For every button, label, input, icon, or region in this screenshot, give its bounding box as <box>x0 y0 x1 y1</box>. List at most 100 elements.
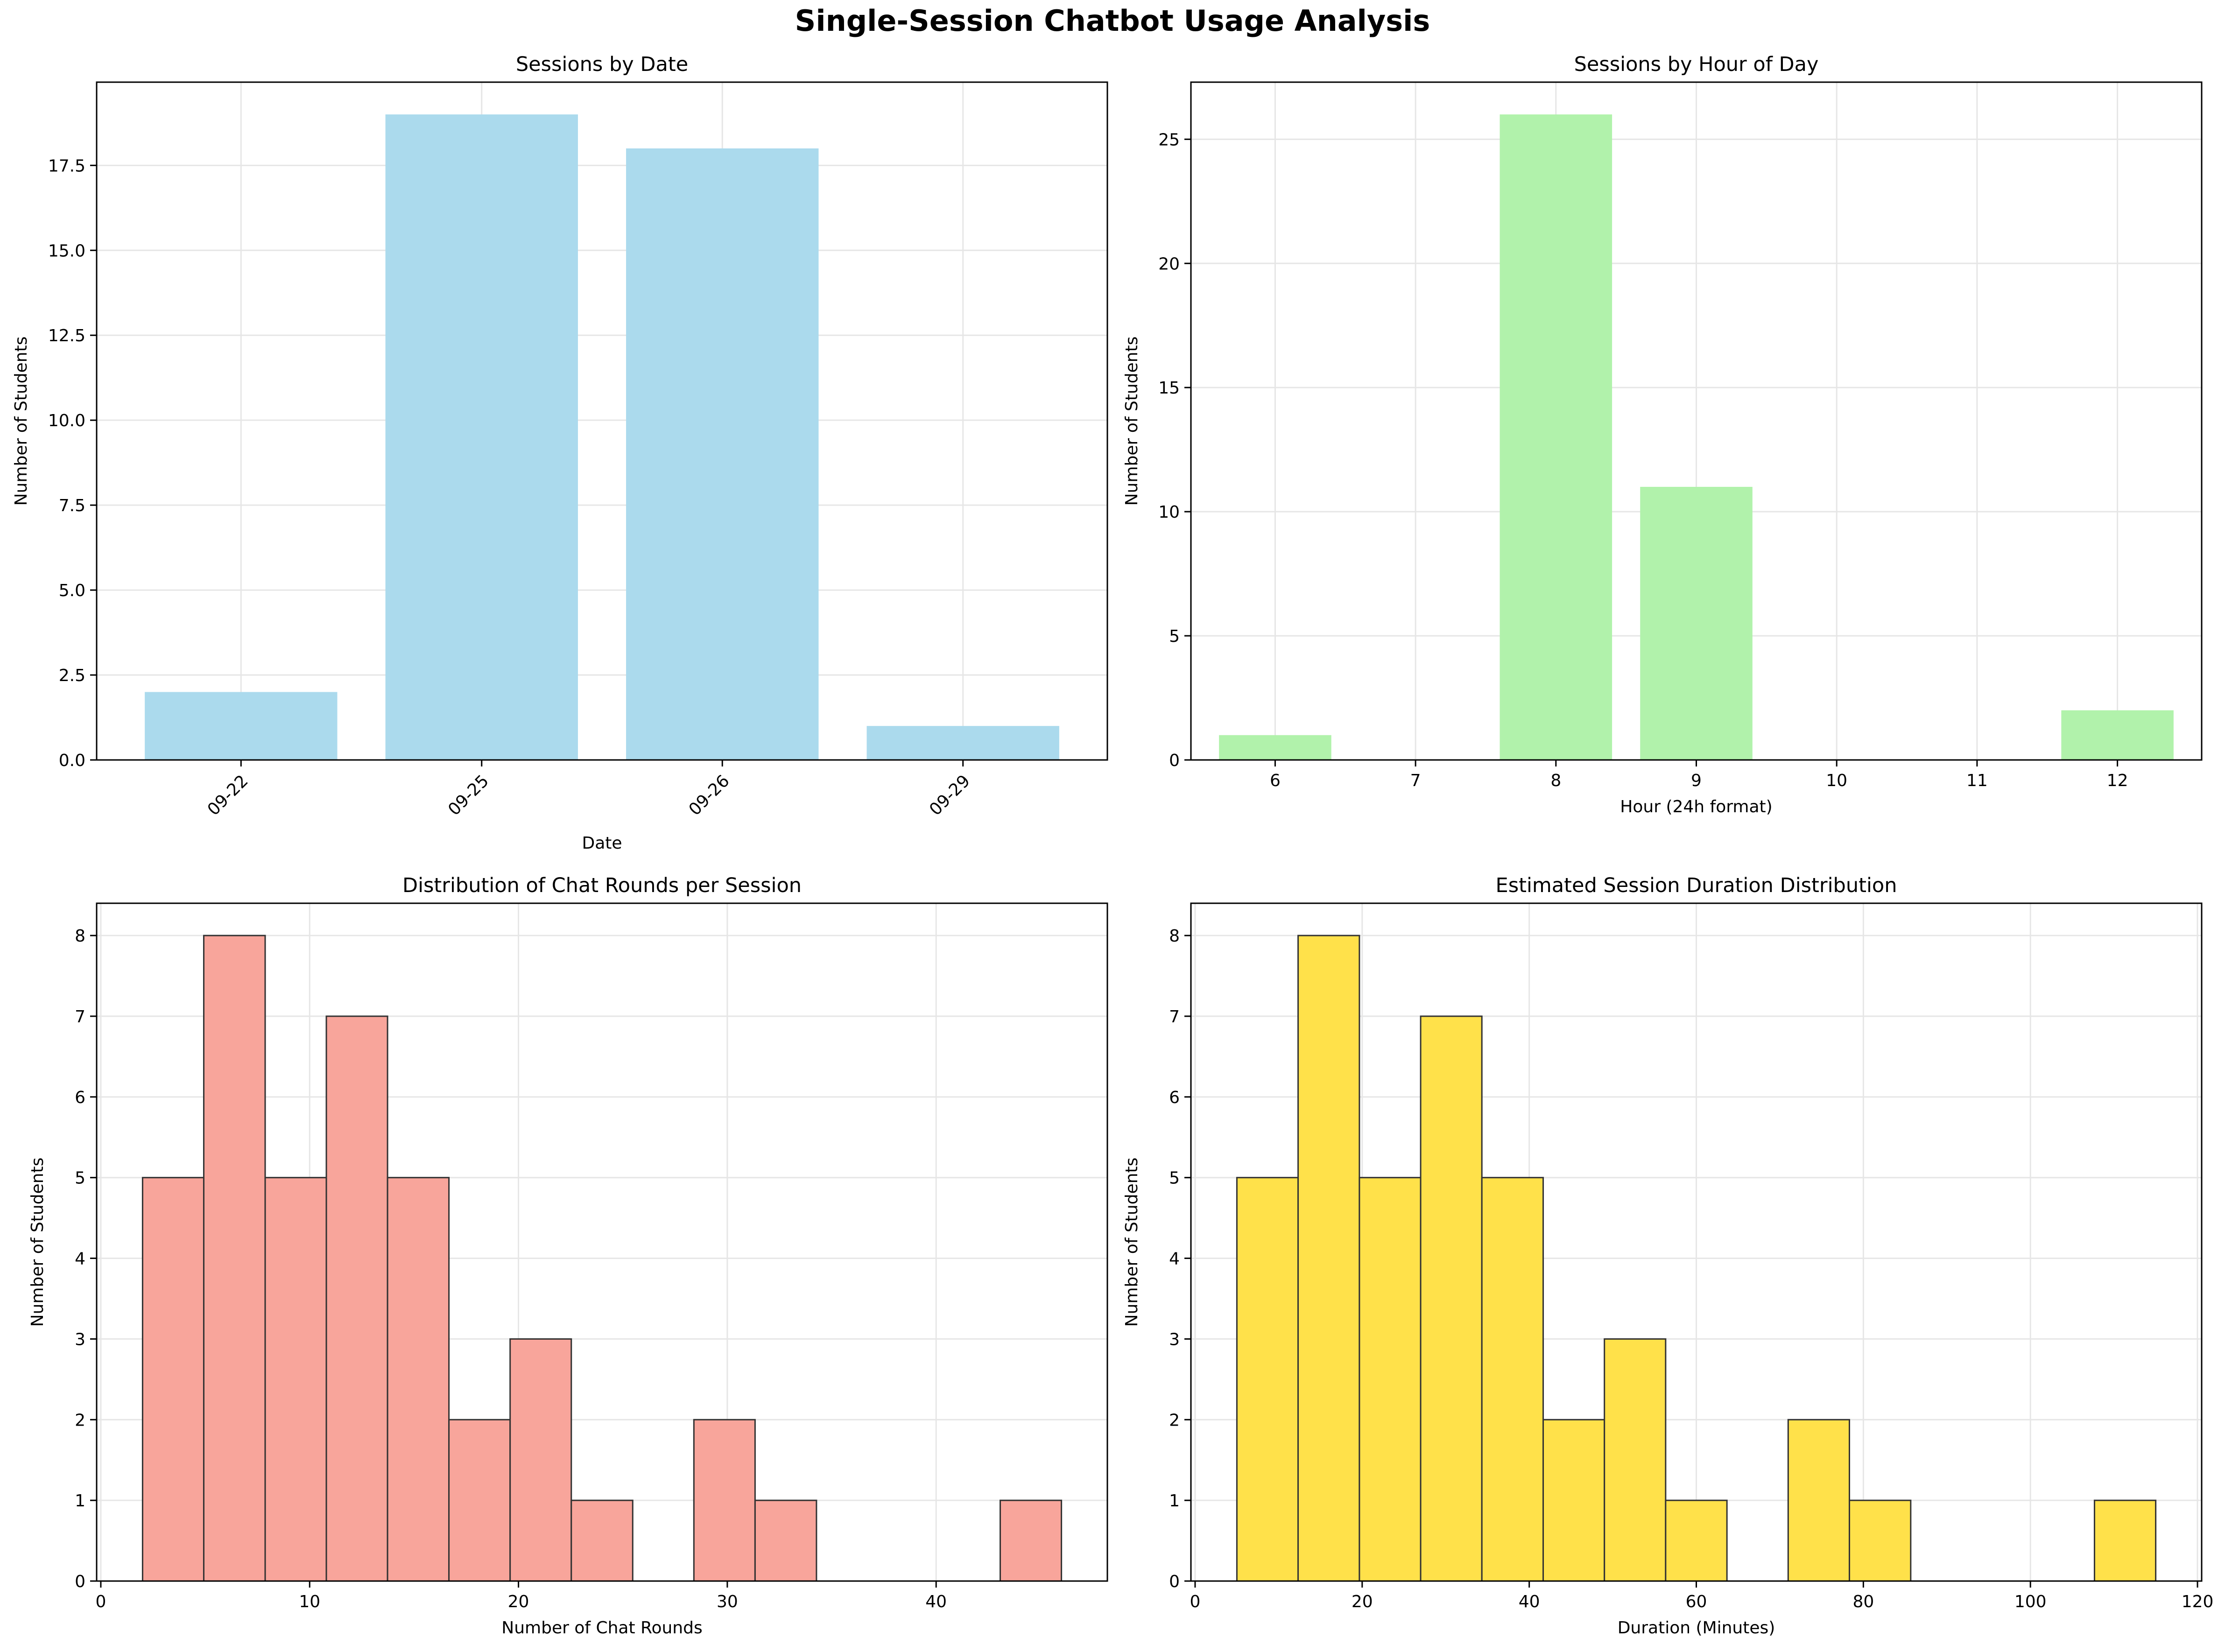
y-tick-label: 0 <box>1169 751 1180 770</box>
histogram-bin <box>1604 1338 1667 1582</box>
y-tick-label: 8 <box>75 927 85 946</box>
y-tick-label: 3 <box>75 1330 85 1349</box>
x-tick-label: 120 <box>2182 1592 2214 1611</box>
bar-09-25 <box>385 114 578 760</box>
y-tick-label: 3 <box>1169 1330 1180 1349</box>
y-tick-label: 4 <box>75 1250 85 1269</box>
y-tick-label: 2 <box>1169 1411 1180 1430</box>
histogram-bin <box>1481 1177 1544 1582</box>
y-tick-label: 4 <box>1169 1250 1180 1269</box>
y-tick-label: 0 <box>75 1572 85 1591</box>
y-tick-label: 5 <box>1169 627 1180 646</box>
y-tick-label: 10 <box>1158 503 1180 522</box>
x-tick-label: 10 <box>1826 771 1847 790</box>
y-tick-label: 7.5 <box>59 496 85 515</box>
y-tick-label: 5.0 <box>59 581 85 600</box>
histogram-bin <box>693 1419 756 1582</box>
y-tick-label: 7 <box>1169 1007 1180 1026</box>
y-tick-label: 2.5 <box>59 666 85 685</box>
histogram-bin <box>1236 1177 1299 1582</box>
y-tick-label: 7 <box>75 1007 85 1026</box>
x-tick-label: 11 <box>1966 771 1988 790</box>
histogram-bin <box>325 1015 388 1582</box>
x-tick-label: 10 <box>299 1592 320 1611</box>
histogram-bin <box>448 1419 511 1582</box>
histogram-bin <box>1000 1499 1063 1582</box>
x-axis: 6 7 8 9 10 11 12 <box>1270 760 2128 790</box>
chart-2: 0 5 10 15 20 25 6 7 8 9 10 11 12 Sessions by Hour of … <box>1122 53 2203 816</box>
bar-6 <box>1219 735 1331 760</box>
chart-3: 0 1 2 3 4 5 6 7 8 0 10 20 30 40 Distribution of Chat R… <box>28 874 1108 1638</box>
x-tick-label: 20 <box>508 1592 529 1611</box>
y-tick-label: 20 <box>1158 254 1180 274</box>
x-tick-label: 60 <box>1686 1592 1707 1611</box>
y-axis: 0 5 10 15 20 25 <box>1158 130 1191 770</box>
x-tick-label: 30 <box>717 1592 738 1611</box>
y-axis: 0 1 2 3 4 5 6 7 8 <box>1169 927 1191 1591</box>
histogram-bin <box>2093 1499 2157 1582</box>
x-tick-label: 6 <box>1270 771 1281 790</box>
bar-09-22 <box>145 692 338 760</box>
x-tick-label: 0 <box>1190 1592 1200 1611</box>
x-tick-label: 7 <box>1410 771 1421 790</box>
x-tick-label: 40 <box>1519 1592 1540 1611</box>
chart-title: Sessions by Date <box>516 53 688 76</box>
x-axis-label: Hour (24h format) <box>1620 797 1772 816</box>
x-tick-label: 0 <box>95 1592 106 1611</box>
histogram-bin <box>1665 1499 1728 1582</box>
x-axis: 09-22 09-25 09-26 09-29 <box>204 760 974 819</box>
y-tick-label: 6 <box>75 1088 85 1107</box>
x-axis: 0 10 20 30 40 <box>95 1581 947 1611</box>
histogram-bin <box>1297 935 1360 1582</box>
y-axis: 0.0 2.5 5.0 7.5 10.0 12.5 15.0 17.5 <box>48 156 97 770</box>
x-axis-label: Date <box>582 834 622 853</box>
histogram-bin <box>1848 1499 1912 1582</box>
histogram-bin <box>509 1338 572 1582</box>
x-axis-label: Number of Chat Rounds <box>501 1618 702 1638</box>
bars <box>1236 935 2157 1582</box>
x-tick-label: 12 <box>2107 771 2128 790</box>
bar-9 <box>1640 486 1753 760</box>
histogram-bin <box>754 1499 817 1582</box>
y-tick-label: 1 <box>1169 1491 1180 1511</box>
y-tick-label: 10.0 <box>48 411 85 430</box>
histogram-bin <box>1359 1177 1422 1582</box>
histogram-bin <box>1420 1015 1483 1582</box>
x-tick-label: 09-22 <box>204 771 252 819</box>
y-axis-label: Number of Students <box>1122 337 1141 506</box>
histogram-bin <box>387 1177 450 1582</box>
y-tick-label: 5 <box>75 1169 85 1188</box>
x-tick-label: 09-29 <box>926 771 974 819</box>
y-axis-label: Number of Students <box>28 1158 47 1327</box>
chart-title: Sessions by Hour of Day <box>1574 53 1819 76</box>
figure-title: Single-Session Chatbot Usage Analysis <box>795 4 1430 38</box>
y-tick-label: 25 <box>1158 130 1180 149</box>
y-tick-label: 2 <box>75 1411 85 1430</box>
x-tick-label: 80 <box>1852 1592 1874 1611</box>
y-axis-label: Number of Students <box>1122 1158 1141 1327</box>
histogram-bin <box>203 935 266 1582</box>
bar-12 <box>2061 710 2174 760</box>
y-tick-label: 5 <box>1169 1169 1180 1188</box>
y-tick-label: 0.0 <box>59 751 85 770</box>
x-tick-label: 09-25 <box>444 771 493 819</box>
y-tick-label: 1 <box>75 1491 85 1511</box>
x-tick-label: 9 <box>1691 771 1702 790</box>
x-axis: 0 20 40 60 80 100 120 <box>1190 1581 2213 1611</box>
x-tick-label: 20 <box>1352 1592 1373 1611</box>
chart-title: Estimated Session Duration Distribution <box>1496 874 1897 897</box>
histogram-bin <box>264 1177 327 1582</box>
y-tick-label: 17.5 <box>48 156 85 176</box>
bar-8 <box>1500 114 1612 760</box>
histogram-bin <box>1542 1419 1605 1582</box>
axes-frame <box>96 81 1108 761</box>
y-tick-label: 12.5 <box>48 326 85 345</box>
x-axis-label: Duration (Minutes) <box>1618 1618 1775 1638</box>
y-axis: 0 1 2 3 4 5 6 7 8 <box>75 927 97 1591</box>
bar-09-26 <box>626 148 819 760</box>
y-tick-label: 8 <box>1169 927 1180 946</box>
y-tick-label: 15.0 <box>48 241 85 260</box>
x-tick-label: 09-26 <box>685 771 733 819</box>
